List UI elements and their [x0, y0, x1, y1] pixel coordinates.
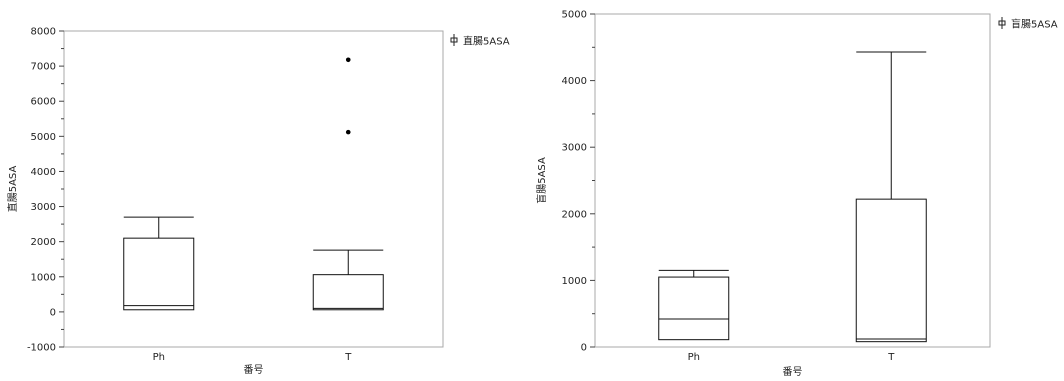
cl-y-tick-label-5000: 5000: [31, 132, 56, 143]
cl-y-axis-title: 直腸5ASA: [6, 166, 19, 213]
cl-y-tick-label-4000: 4000: [31, 167, 56, 178]
chart-left-svg: -1000 0 1000 2000 3000 4000 5000 6000 7000 8000 Ph…: [6, 27, 510, 377]
cr-box-Ph: [658, 276, 730, 341]
cl-y-tick-label-0: 0: [50, 307, 56, 318]
cl-legend-label: 直腸5ASA: [463, 35, 510, 48]
cl-y-tick-label-6000: 6000: [31, 97, 56, 108]
cr-y-tick-label-2000: 2000: [562, 209, 587, 220]
cl-box-Ph: [123, 237, 195, 311]
chart-left: -1000 0 1000 2000 3000 4000 5000 6000 7000 8000 Ph…: [6, 27, 510, 377]
cr-plot-frame: [594, 13, 991, 348]
chart-right-svg: 0 1000 2000 3000 4000 5000 Ph T 番号 盲腸5ASA 盲腸5ASA: [535, 10, 1058, 379]
cl-x-tick-label-Ph: Ph: [153, 352, 165, 363]
cl-y-tick-label-7000: 7000: [31, 62, 56, 73]
cr-x-tick-label-T: T: [887, 352, 895, 363]
cl-x-axis-title: 番号: [244, 364, 264, 376]
cl-box-T: [312, 274, 384, 311]
cr-y-tick-label-3000: 3000: [562, 143, 587, 154]
cl-outlier-T-1: [345, 57, 351, 63]
cr-x-tick-label-Ph: Ph: [688, 352, 700, 363]
cl-y-tick-label-2000: 2000: [31, 237, 56, 248]
cr-legend-label: 盲腸5ASA: [1011, 18, 1058, 31]
cl-y-tick-label-8000: 8000: [31, 27, 56, 38]
cr-y-tick-label-5000: 5000: [562, 10, 587, 21]
cl-outlier-T-0: [345, 129, 351, 135]
cr-y-axis-title: 盲腸5ASA: [535, 157, 548, 204]
cl-y-tick-label-3000: 3000: [31, 202, 56, 213]
cr-y-tick-label-0: 0: [581, 343, 587, 354]
cl-y-tick-label--1000: -1000: [27, 343, 56, 354]
cr-box-T: [855, 198, 927, 343]
chart-right: 0 1000 2000 3000 4000 5000 Ph T 番号 盲腸5ASA 盲腸5ASA: [532, 0, 1064, 381]
cr-y-tick-label-4000: 4000: [562, 76, 587, 87]
cr-y-tick-label-1000: 1000: [562, 276, 587, 287]
cl-plot-frame: [63, 30, 444, 348]
cl-y-tick-label-1000: 1000: [31, 272, 56, 283]
cr-x-axis-title: 番号: [783, 366, 803, 378]
cl-x-tick-label-T: T: [344, 352, 352, 363]
